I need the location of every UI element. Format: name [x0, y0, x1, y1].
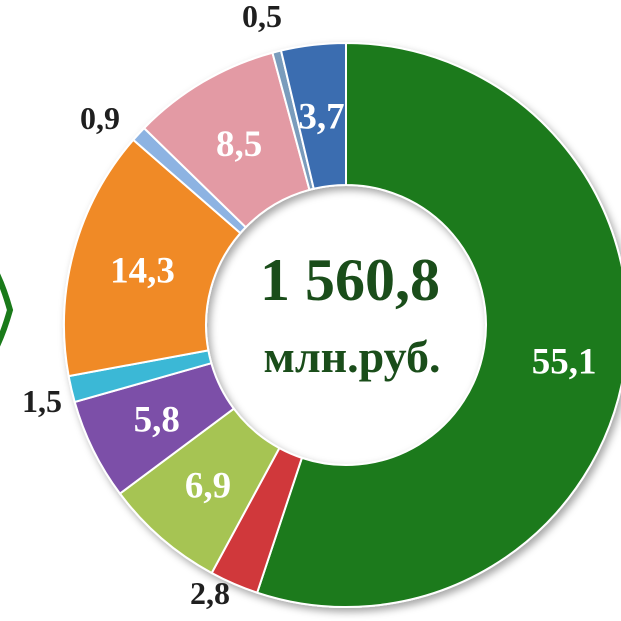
slice-9 — [279, 41, 347, 190]
slice-label-4: 1,5 — [22, 383, 62, 419]
donut-slices — [63, 41, 621, 608]
slice-label-2: 6,9 — [185, 466, 231, 507]
center-unit: млн.руб. — [263, 331, 440, 382]
slice-label-1: 2,8 — [190, 575, 230, 611]
slice-label-0: 55,1 — [532, 341, 597, 382]
slice-0 — [255, 41, 621, 608]
left-partial-ring — [0, 273, 14, 347]
slice-labels: 55,1 2,8 6,95,8 1,5 14,3 0,9 8,5 0,5 3,7 — [22, 0, 597, 611]
slice-label-9: 3,7 — [298, 96, 344, 137]
center-total-value: 1 560,8 — [260, 247, 440, 313]
slice-label-7: 8,5 — [216, 124, 262, 165]
slice-5 — [63, 138, 242, 378]
slice-label-8: 0,5 — [242, 0, 282, 34]
slice-label-6: 0,9 — [80, 100, 120, 136]
slice-label-5: 14,3 — [110, 250, 175, 291]
slice-label-3: 5,8 — [134, 399, 180, 440]
